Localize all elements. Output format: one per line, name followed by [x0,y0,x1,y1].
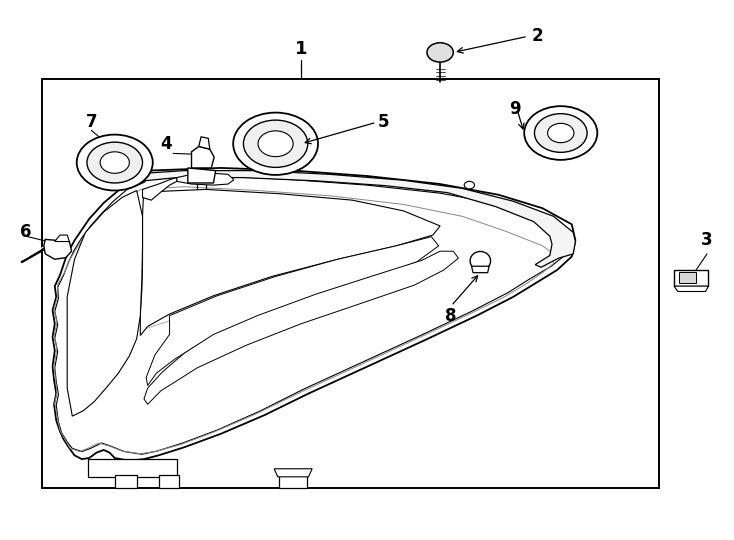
Polygon shape [87,459,177,477]
Text: 3: 3 [701,232,713,249]
FancyBboxPatch shape [42,79,659,488]
Polygon shape [55,235,70,241]
Polygon shape [274,469,312,477]
Circle shape [258,131,293,157]
Polygon shape [188,168,216,183]
Polygon shape [142,178,177,200]
Polygon shape [159,475,179,488]
Polygon shape [471,266,489,273]
Polygon shape [674,286,708,292]
Text: 1: 1 [295,40,308,58]
Text: 7: 7 [85,113,97,131]
Ellipse shape [470,252,490,270]
Circle shape [534,113,587,152]
Polygon shape [679,272,696,284]
Text: 8: 8 [446,307,457,325]
Text: 2: 2 [531,28,543,45]
Text: 9: 9 [509,100,520,118]
Circle shape [77,134,153,191]
Circle shape [87,142,142,183]
Polygon shape [199,137,210,149]
Text: 5: 5 [378,113,390,131]
Polygon shape [177,173,234,185]
Polygon shape [192,146,214,168]
Polygon shape [53,168,575,461]
Polygon shape [144,251,459,404]
Circle shape [464,181,474,189]
Polygon shape [44,239,72,259]
Polygon shape [115,475,137,488]
Circle shape [427,43,454,62]
Polygon shape [674,270,708,286]
Circle shape [100,152,129,173]
Polygon shape [140,190,440,335]
Text: 4: 4 [160,135,172,153]
Polygon shape [279,474,307,488]
Text: 6: 6 [20,224,31,241]
Circle shape [233,113,318,175]
Polygon shape [55,176,570,454]
Polygon shape [144,171,575,267]
Polygon shape [146,237,439,386]
Circle shape [244,120,308,167]
Polygon shape [68,191,142,416]
Circle shape [548,123,574,143]
Circle shape [524,106,597,160]
